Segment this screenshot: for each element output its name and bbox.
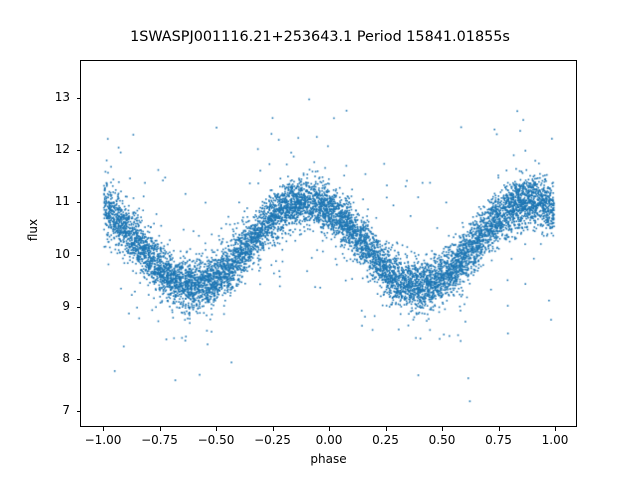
y-tick-mark bbox=[76, 254, 80, 256]
x-tick-mark bbox=[498, 427, 500, 431]
x-tick-mark bbox=[385, 427, 387, 431]
y-tick-label: 9 bbox=[62, 298, 70, 313]
y-tick-label: 8 bbox=[62, 350, 70, 365]
x-tick-mark bbox=[442, 427, 443, 431]
y-tick-label: 11 bbox=[54, 194, 70, 209]
x-tick-mark bbox=[103, 427, 104, 431]
x-tick-label: −0.75 bbox=[141, 433, 178, 447]
x-tick-label: 0.50 bbox=[428, 433, 456, 447]
y-axis-label: flux bbox=[26, 218, 40, 242]
x-axis-label: phase bbox=[310, 452, 347, 466]
x-tick-label: 0.75 bbox=[485, 433, 512, 447]
x-tick-mark bbox=[159, 427, 161, 431]
x-tick-label: 1.00 bbox=[541, 433, 569, 447]
plot-axes-frame bbox=[80, 60, 577, 427]
x-tick-mark bbox=[329, 427, 330, 431]
x-tick-label: −1.00 bbox=[84, 433, 122, 447]
x-tick-mark bbox=[555, 427, 556, 431]
y-tick-mark bbox=[76, 202, 80, 204]
x-tick-mark bbox=[272, 427, 274, 431]
page-title: 1SWASPJ001116.21+253643.1 Period 15841.0… bbox=[130, 29, 510, 45]
y-tick-mark bbox=[76, 411, 80, 412]
x-tick-label: 0.00 bbox=[315, 433, 343, 447]
x-tick-label: 0.25 bbox=[372, 433, 399, 447]
y-tick-mark bbox=[76, 358, 80, 360]
y-tick-label: 12 bbox=[54, 142, 70, 157]
y-tick-mark bbox=[76, 98, 80, 99]
x-tick-label: −0.25 bbox=[254, 433, 291, 447]
y-tick-mark bbox=[76, 150, 80, 152]
y-tick-label: 7 bbox=[62, 403, 70, 417]
y-tick-label: 13 bbox=[54, 90, 70, 104]
x-tick-label: −0.50 bbox=[197, 433, 235, 447]
scatter-plot-canvas bbox=[81, 61, 576, 426]
y-tick-label: 10 bbox=[54, 246, 70, 261]
x-tick-mark bbox=[216, 427, 217, 431]
y-tick-mark bbox=[76, 306, 80, 308]
